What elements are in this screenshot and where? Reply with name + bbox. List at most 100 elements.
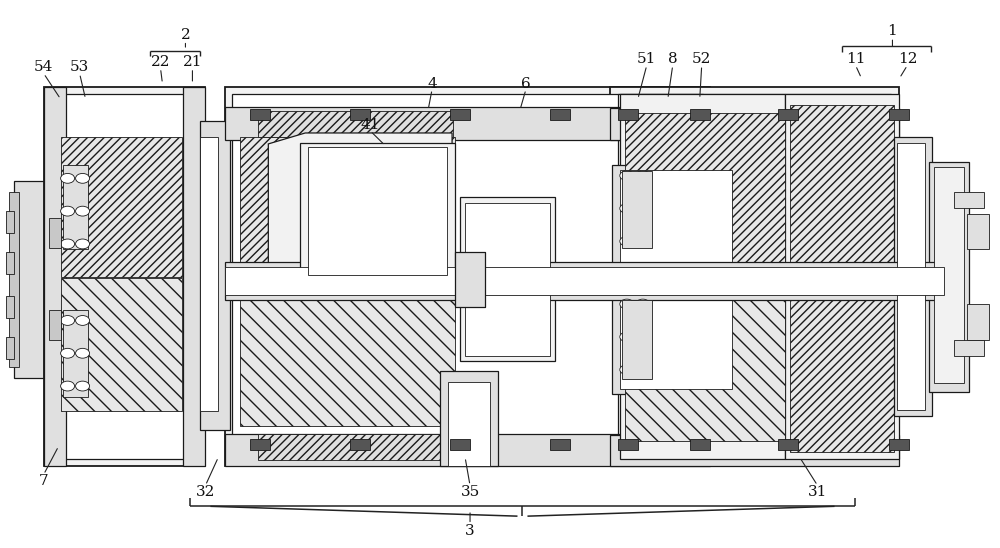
- Ellipse shape: [636, 170, 650, 180]
- Bar: [350, 439, 370, 450]
- Ellipse shape: [636, 332, 650, 342]
- Text: 3: 3: [465, 524, 475, 538]
- Text: 32: 32: [196, 484, 215, 499]
- Bar: [967, 304, 989, 340]
- Ellipse shape: [61, 239, 75, 249]
- Bar: [460, 197, 555, 362]
- Bar: [14, 181, 44, 378]
- Polygon shape: [625, 281, 785, 441]
- Bar: [610, 87, 899, 466]
- Bar: [6, 211, 14, 233]
- Bar: [44, 87, 205, 466]
- Bar: [440, 371, 498, 466]
- Bar: [778, 439, 798, 450]
- Bar: [778, 109, 798, 120]
- Bar: [250, 439, 270, 450]
- Text: 51: 51: [637, 52, 656, 66]
- Text: 11: 11: [846, 52, 865, 66]
- Bar: [785, 94, 899, 459]
- Bar: [6, 337, 14, 359]
- Polygon shape: [240, 138, 455, 279]
- Polygon shape: [790, 105, 894, 452]
- Text: 22: 22: [151, 55, 170, 69]
- Bar: [618, 109, 638, 120]
- Bar: [9, 192, 19, 367]
- Bar: [350, 109, 370, 120]
- Bar: [690, 439, 710, 450]
- Bar: [967, 214, 989, 249]
- Bar: [200, 121, 230, 430]
- Bar: [620, 94, 785, 459]
- Text: 53: 53: [70, 60, 89, 75]
- Ellipse shape: [61, 349, 75, 358]
- Bar: [690, 109, 710, 120]
- Ellipse shape: [620, 332, 634, 342]
- Bar: [450, 439, 470, 450]
- Ellipse shape: [620, 236, 634, 246]
- Ellipse shape: [61, 316, 75, 326]
- Polygon shape: [625, 113, 785, 279]
- Ellipse shape: [61, 381, 75, 391]
- Bar: [954, 340, 984, 356]
- Bar: [455, 252, 485, 307]
- Ellipse shape: [76, 206, 90, 216]
- Bar: [225, 267, 944, 295]
- Bar: [622, 171, 652, 248]
- Ellipse shape: [620, 203, 634, 213]
- Bar: [258, 111, 453, 138]
- Bar: [618, 439, 638, 450]
- Bar: [610, 435, 899, 466]
- Bar: [889, 439, 909, 450]
- Bar: [954, 192, 984, 208]
- Bar: [897, 143, 925, 409]
- Bar: [225, 262, 944, 300]
- Ellipse shape: [636, 203, 650, 213]
- Ellipse shape: [636, 365, 650, 375]
- Text: 4: 4: [427, 77, 437, 91]
- Bar: [44, 87, 66, 466]
- Ellipse shape: [620, 365, 634, 375]
- Polygon shape: [61, 278, 182, 410]
- Bar: [550, 439, 570, 450]
- Text: 7: 7: [39, 473, 48, 488]
- Ellipse shape: [76, 239, 90, 249]
- Ellipse shape: [620, 170, 634, 180]
- Ellipse shape: [620, 299, 634, 309]
- Text: 12: 12: [898, 52, 917, 66]
- Ellipse shape: [61, 173, 75, 183]
- Bar: [225, 433, 710, 466]
- Text: 21: 21: [183, 55, 202, 69]
- Bar: [889, 109, 909, 120]
- Bar: [612, 165, 742, 394]
- Polygon shape: [268, 133, 452, 271]
- Bar: [63, 310, 88, 397]
- Bar: [225, 107, 710, 140]
- Polygon shape: [240, 281, 455, 426]
- Bar: [232, 94, 703, 460]
- Ellipse shape: [76, 381, 90, 391]
- Text: 54: 54: [34, 60, 53, 75]
- Ellipse shape: [636, 236, 650, 246]
- Ellipse shape: [61, 206, 75, 216]
- Bar: [455, 252, 485, 307]
- Bar: [56, 94, 193, 459]
- Bar: [618, 94, 891, 460]
- Text: 31: 31: [808, 484, 827, 499]
- Bar: [610, 109, 899, 140]
- Bar: [6, 296, 14, 318]
- Text: 6: 6: [521, 77, 531, 91]
- Bar: [258, 433, 453, 460]
- Text: 1: 1: [888, 24, 897, 38]
- Ellipse shape: [76, 173, 90, 183]
- Ellipse shape: [76, 349, 90, 358]
- Bar: [200, 138, 218, 410]
- Bar: [929, 162, 969, 391]
- Text: 52: 52: [692, 52, 711, 66]
- Text: 2: 2: [181, 27, 190, 42]
- Bar: [308, 147, 447, 275]
- Bar: [934, 167, 964, 383]
- Bar: [300, 143, 455, 279]
- Bar: [448, 382, 490, 466]
- Text: 35: 35: [460, 484, 480, 499]
- Polygon shape: [61, 138, 182, 277]
